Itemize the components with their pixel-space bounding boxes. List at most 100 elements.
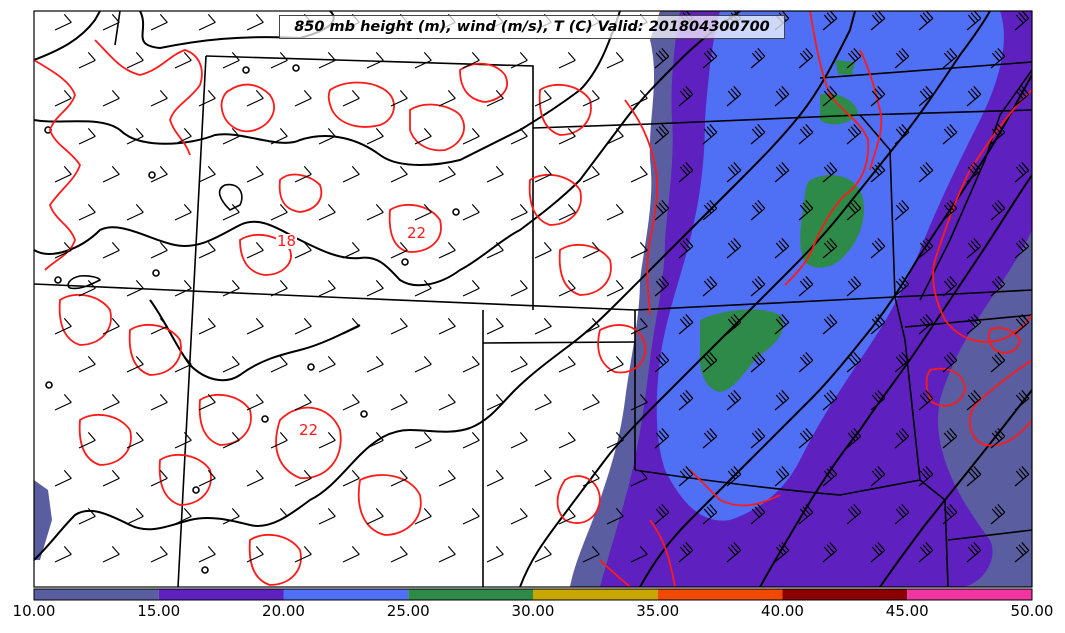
wind-barb: [78, 507, 96, 525]
wind-barb: [654, 276, 670, 297]
colorbar-tick-label: 40.00: [761, 602, 804, 620]
wind-barb: [606, 203, 624, 221]
wind-band-20-25: [656, 11, 1004, 521]
wind-barb: [510, 203, 528, 221]
wind-barb: [630, 317, 648, 335]
wind-barb: [534, 165, 552, 183]
wind-barb: [870, 542, 886, 563]
wind-barb: [726, 314, 742, 335]
wind-barb: [822, 86, 838, 107]
wind-barb: [606, 279, 624, 297]
wind-barb: [534, 317, 552, 335]
wind-barb: [246, 13, 264, 31]
wind-barb: [558, 203, 576, 221]
wind-barb: [462, 127, 480, 145]
wind-barb: [846, 276, 862, 297]
wind-barb: [846, 124, 862, 145]
wind-barb: [534, 241, 552, 259]
wind-barb: [102, 89, 120, 107]
wind-barb: [750, 428, 766, 449]
wind-barb: [510, 51, 528, 69]
wind-barb: [294, 469, 312, 487]
wind-barb: [414, 51, 432, 69]
wind-barb: [582, 545, 600, 563]
wind-barb: [654, 200, 670, 221]
wind-barb: [174, 279, 192, 297]
wind-barb: [390, 393, 408, 411]
wind-barb: [246, 393, 264, 411]
wind-barb: [606, 355, 624, 373]
wind-barb: [510, 507, 528, 525]
wind-barb: [798, 276, 814, 297]
wind-barb: [198, 165, 216, 183]
wind-band-10-15-west: [34, 480, 52, 560]
wind-barb: [318, 127, 336, 145]
colorbar-bin: [533, 589, 658, 600]
wind-barb: [54, 469, 72, 487]
wind-barb: [126, 431, 144, 449]
wind-barb: [126, 51, 144, 69]
wind-barb: [798, 200, 814, 221]
wind-barb: [102, 469, 120, 487]
wind-barb: [78, 127, 96, 145]
wind-barb: [774, 542, 790, 563]
wind-barb: [1014, 11, 1030, 31]
colorbar-bin: [283, 589, 409, 600]
wind-barb: [246, 469, 264, 487]
wind-barb: [918, 162, 934, 183]
wind-barb: [150, 13, 168, 31]
wind-barb: [1014, 86, 1030, 107]
wind-barb: [630, 393, 648, 411]
wind-barb: [654, 48, 670, 69]
wind-barb: [462, 203, 480, 221]
wind-barb: [486, 165, 504, 183]
wind-barb: [678, 238, 694, 259]
wind-barb: [918, 11, 934, 31]
wind-barb: [750, 504, 766, 525]
wind-barb: [990, 428, 1006, 449]
wind-barb: [846, 48, 862, 69]
wind-barb: [438, 469, 456, 487]
wind-barb: [510, 279, 528, 297]
wind-barb: [438, 317, 456, 335]
wind-barb: [966, 162, 982, 183]
wind-barb: [894, 352, 910, 373]
wind-barb: [990, 200, 1006, 221]
wind-barb: [438, 393, 456, 411]
wind-barb: [414, 507, 432, 525]
wind-barb: [54, 165, 72, 183]
wind-barb: [630, 165, 648, 183]
wind-barb: [246, 89, 264, 107]
wind-barb: [606, 431, 624, 449]
wind-barb: [894, 124, 910, 145]
wind-barb: [678, 86, 694, 107]
colorbar-bin: [408, 589, 533, 600]
wind-barb: [462, 507, 480, 525]
wind-barb: [486, 469, 504, 487]
wind-barb: [678, 162, 694, 183]
wind-barb: [678, 314, 694, 335]
colorbar-bin: [657, 589, 783, 600]
wind-barb: [438, 89, 456, 107]
wind-barb: [270, 431, 288, 449]
wind-barb: [894, 428, 910, 449]
wind-barb: [78, 51, 96, 69]
wind-barb: [966, 314, 982, 335]
wind-barb: [990, 48, 1006, 69]
wind-barb: [750, 124, 766, 145]
colorbar-tick-label: 25.00: [386, 602, 430, 620]
wind-barb: [558, 431, 576, 449]
wind-barb: [510, 431, 528, 449]
wind-barb: [822, 390, 838, 411]
wind-barb: [270, 127, 288, 145]
wind-barb: [222, 51, 240, 69]
colorbar-tick-label: 45.00: [885, 602, 929, 620]
wind-barb: [870, 11, 886, 31]
wind-barb: [582, 89, 600, 107]
wind-barb: [318, 279, 336, 297]
wind-barb: [894, 504, 910, 525]
wind-barb: [774, 86, 790, 107]
wind-barb: [318, 355, 336, 373]
wind-barb: [342, 545, 360, 563]
